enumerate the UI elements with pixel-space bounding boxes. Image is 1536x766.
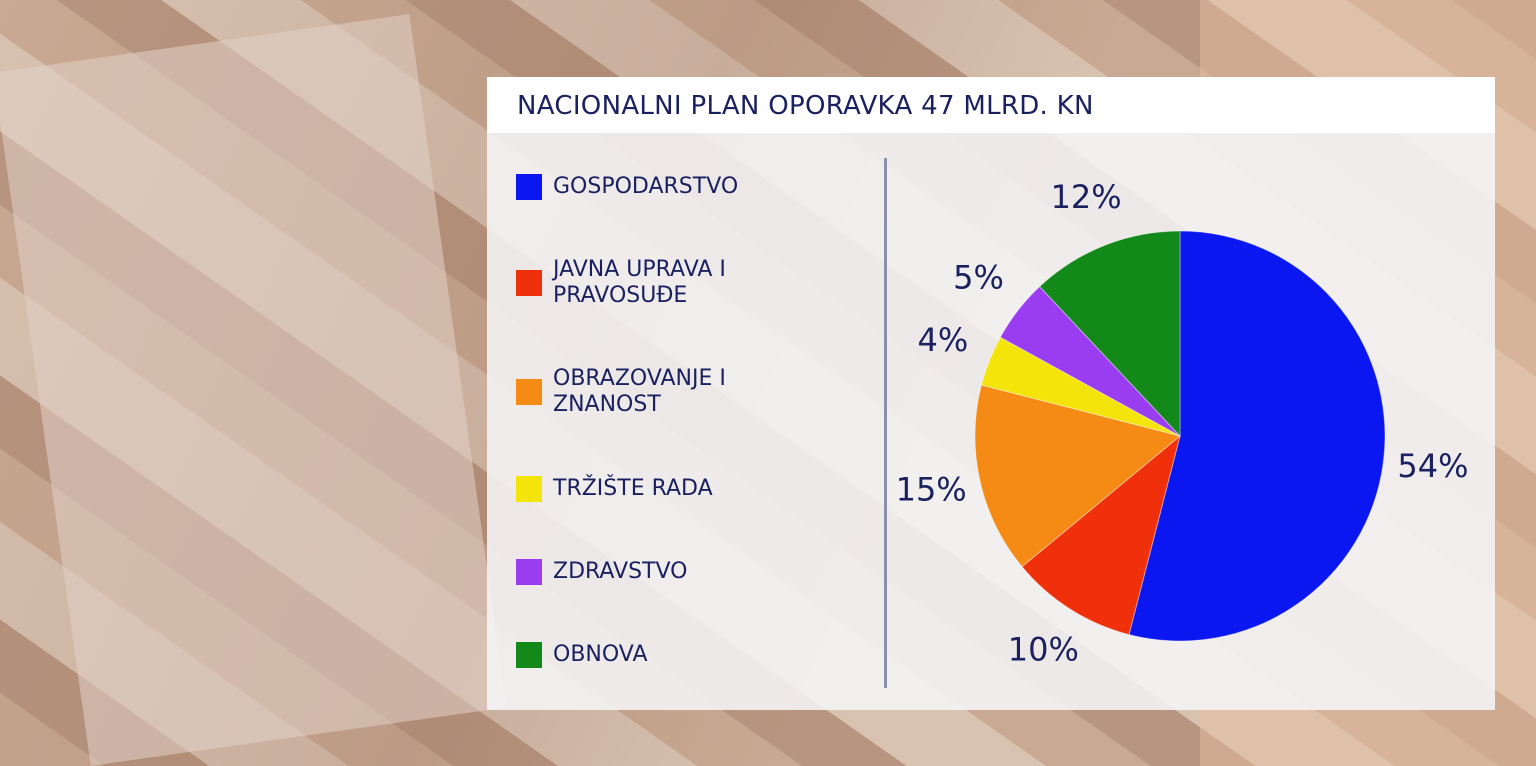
legend-swatch (516, 379, 542, 406)
value-label: 12% (1051, 178, 1122, 216)
legend-item: ZDRAVSTVO (516, 558, 846, 585)
legend: GOSPODARSTVO JAVNA UPRAVA I PRAVOSUĐE OBRA… (516, 145, 846, 697)
value-label: 5% (953, 259, 1004, 297)
legend-swatch (516, 642, 542, 669)
value-label: 4% (918, 321, 969, 359)
legend-item: JAVNA UPRAVA I PRAVOSUĐE (516, 257, 846, 309)
legend-label: ZDRAVSTVO (553, 558, 688, 584)
chart-title: NACIONALNI PLAN OPORAVKA 47 MLRD. KN (517, 91, 1094, 121)
legend-label: GOSPODARSTVO (553, 173, 739, 199)
value-label: 15% (896, 471, 967, 509)
pie-slice (974, 384, 1182, 568)
legend-label: TRŽIŠTE RADA (553, 475, 713, 501)
legend-swatch (516, 558, 542, 585)
legend-label: OBNOVA (553, 642, 648, 668)
legend-label: JAVNA UPRAVA I PRAVOSUĐE (553, 256, 726, 308)
legend-swatch (516, 173, 542, 200)
legend-swatch (516, 475, 542, 502)
legend-label: OBRAZOVANJE I ZNANOST (553, 366, 726, 418)
pie-slice (1021, 434, 1181, 636)
pie-slice (1128, 230, 1386, 642)
pie-slice (1038, 230, 1181, 438)
legend-item: TRŽIŠTE RADA (516, 475, 846, 502)
legend-item: OBRAZOVANJE I ZNANOST (516, 366, 846, 418)
pie-slice (980, 336, 1181, 437)
divider (884, 158, 887, 688)
pie-slice (999, 285, 1181, 437)
legend-item: GOSPODARSTVO (516, 173, 846, 200)
value-label: 54% (1397, 447, 1468, 485)
value-label: 10% (1008, 630, 1079, 668)
title-bar: NACIONALNI PLAN OPORAVKA 47 MLRD. KN (487, 77, 1495, 133)
legend-swatch (516, 269, 542, 296)
legend-item: OBNOVA (516, 642, 846, 669)
